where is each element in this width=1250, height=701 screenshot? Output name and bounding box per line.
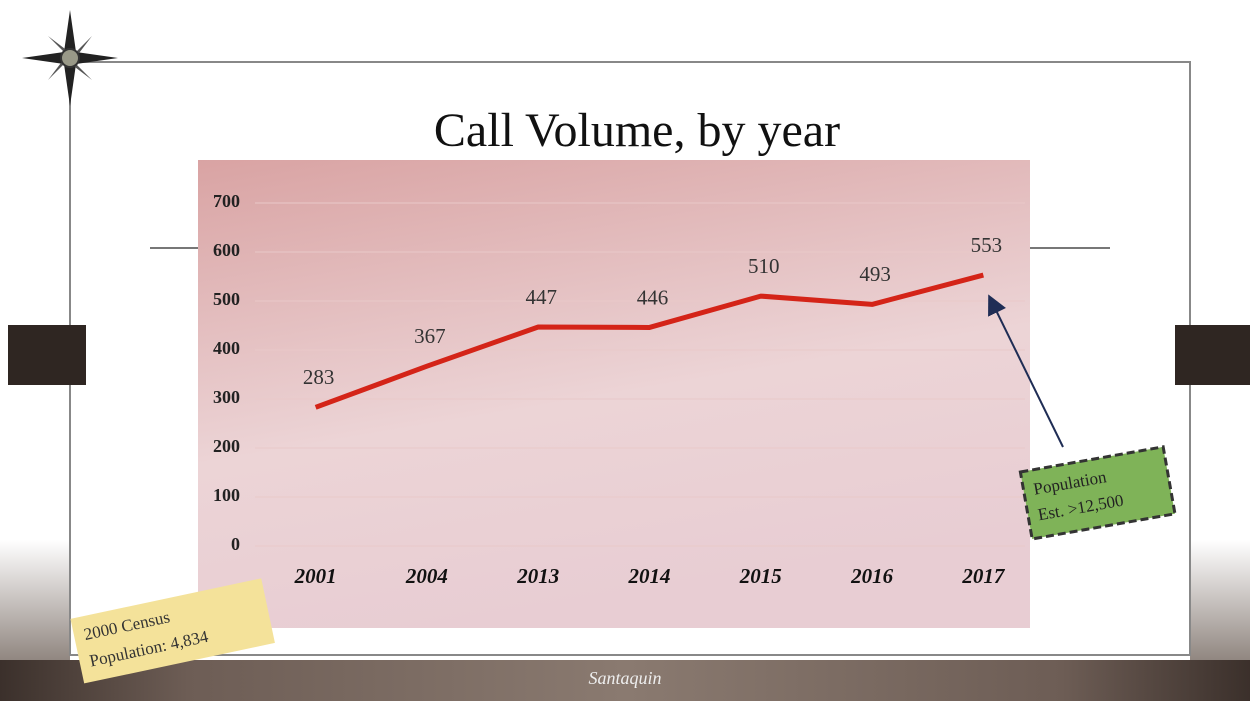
data-label: 510: [748, 254, 780, 278]
plot-area: [198, 160, 1030, 628]
arrow: [988, 294, 1064, 448]
y-tick-label: 500: [213, 289, 240, 309]
x-tick-label: 2013: [516, 564, 559, 588]
decor-block: [8, 325, 86, 385]
y-tick-label: 100: [213, 485, 240, 505]
sticky-note: [1018, 445, 1177, 541]
y-tick-label: 700: [213, 191, 240, 211]
x-tick-label: 2004: [405, 564, 448, 588]
y-tick-label: 400: [213, 338, 240, 358]
data-label: 553: [971, 233, 1003, 257]
y-tick-label: 600: [213, 240, 240, 260]
x-tick-label: 2016: [850, 564, 894, 588]
y-tick-label: 300: [213, 387, 240, 407]
data-label: 493: [859, 262, 891, 286]
x-tick-label: 2001: [294, 564, 337, 588]
y-tick-label: 0: [231, 534, 240, 554]
line: [314, 272, 984, 410]
logo: Santaquin: [588, 668, 661, 688]
sticky-note: [70, 578, 275, 684]
note-census: 2000 Census Population: 4,834: [70, 578, 275, 684]
decor-block: [1175, 325, 1250, 385]
data-label: 447: [525, 285, 557, 309]
note-population: Population Est. >12,500: [1018, 445, 1177, 541]
y-tick-label: 200: [213, 436, 240, 456]
data-label: 367: [414, 324, 446, 348]
compass: [22, 10, 118, 106]
x-tick-label: 2017: [961, 564, 1006, 588]
footer-band: [0, 660, 1250, 701]
data-label: 283: [303, 365, 335, 389]
x-tick-label: 2015: [739, 564, 782, 588]
chart-title: Call Volume, by year: [434, 104, 840, 157]
x-tick-label: 2014: [628, 564, 671, 588]
data-label: 446: [637, 285, 669, 309]
